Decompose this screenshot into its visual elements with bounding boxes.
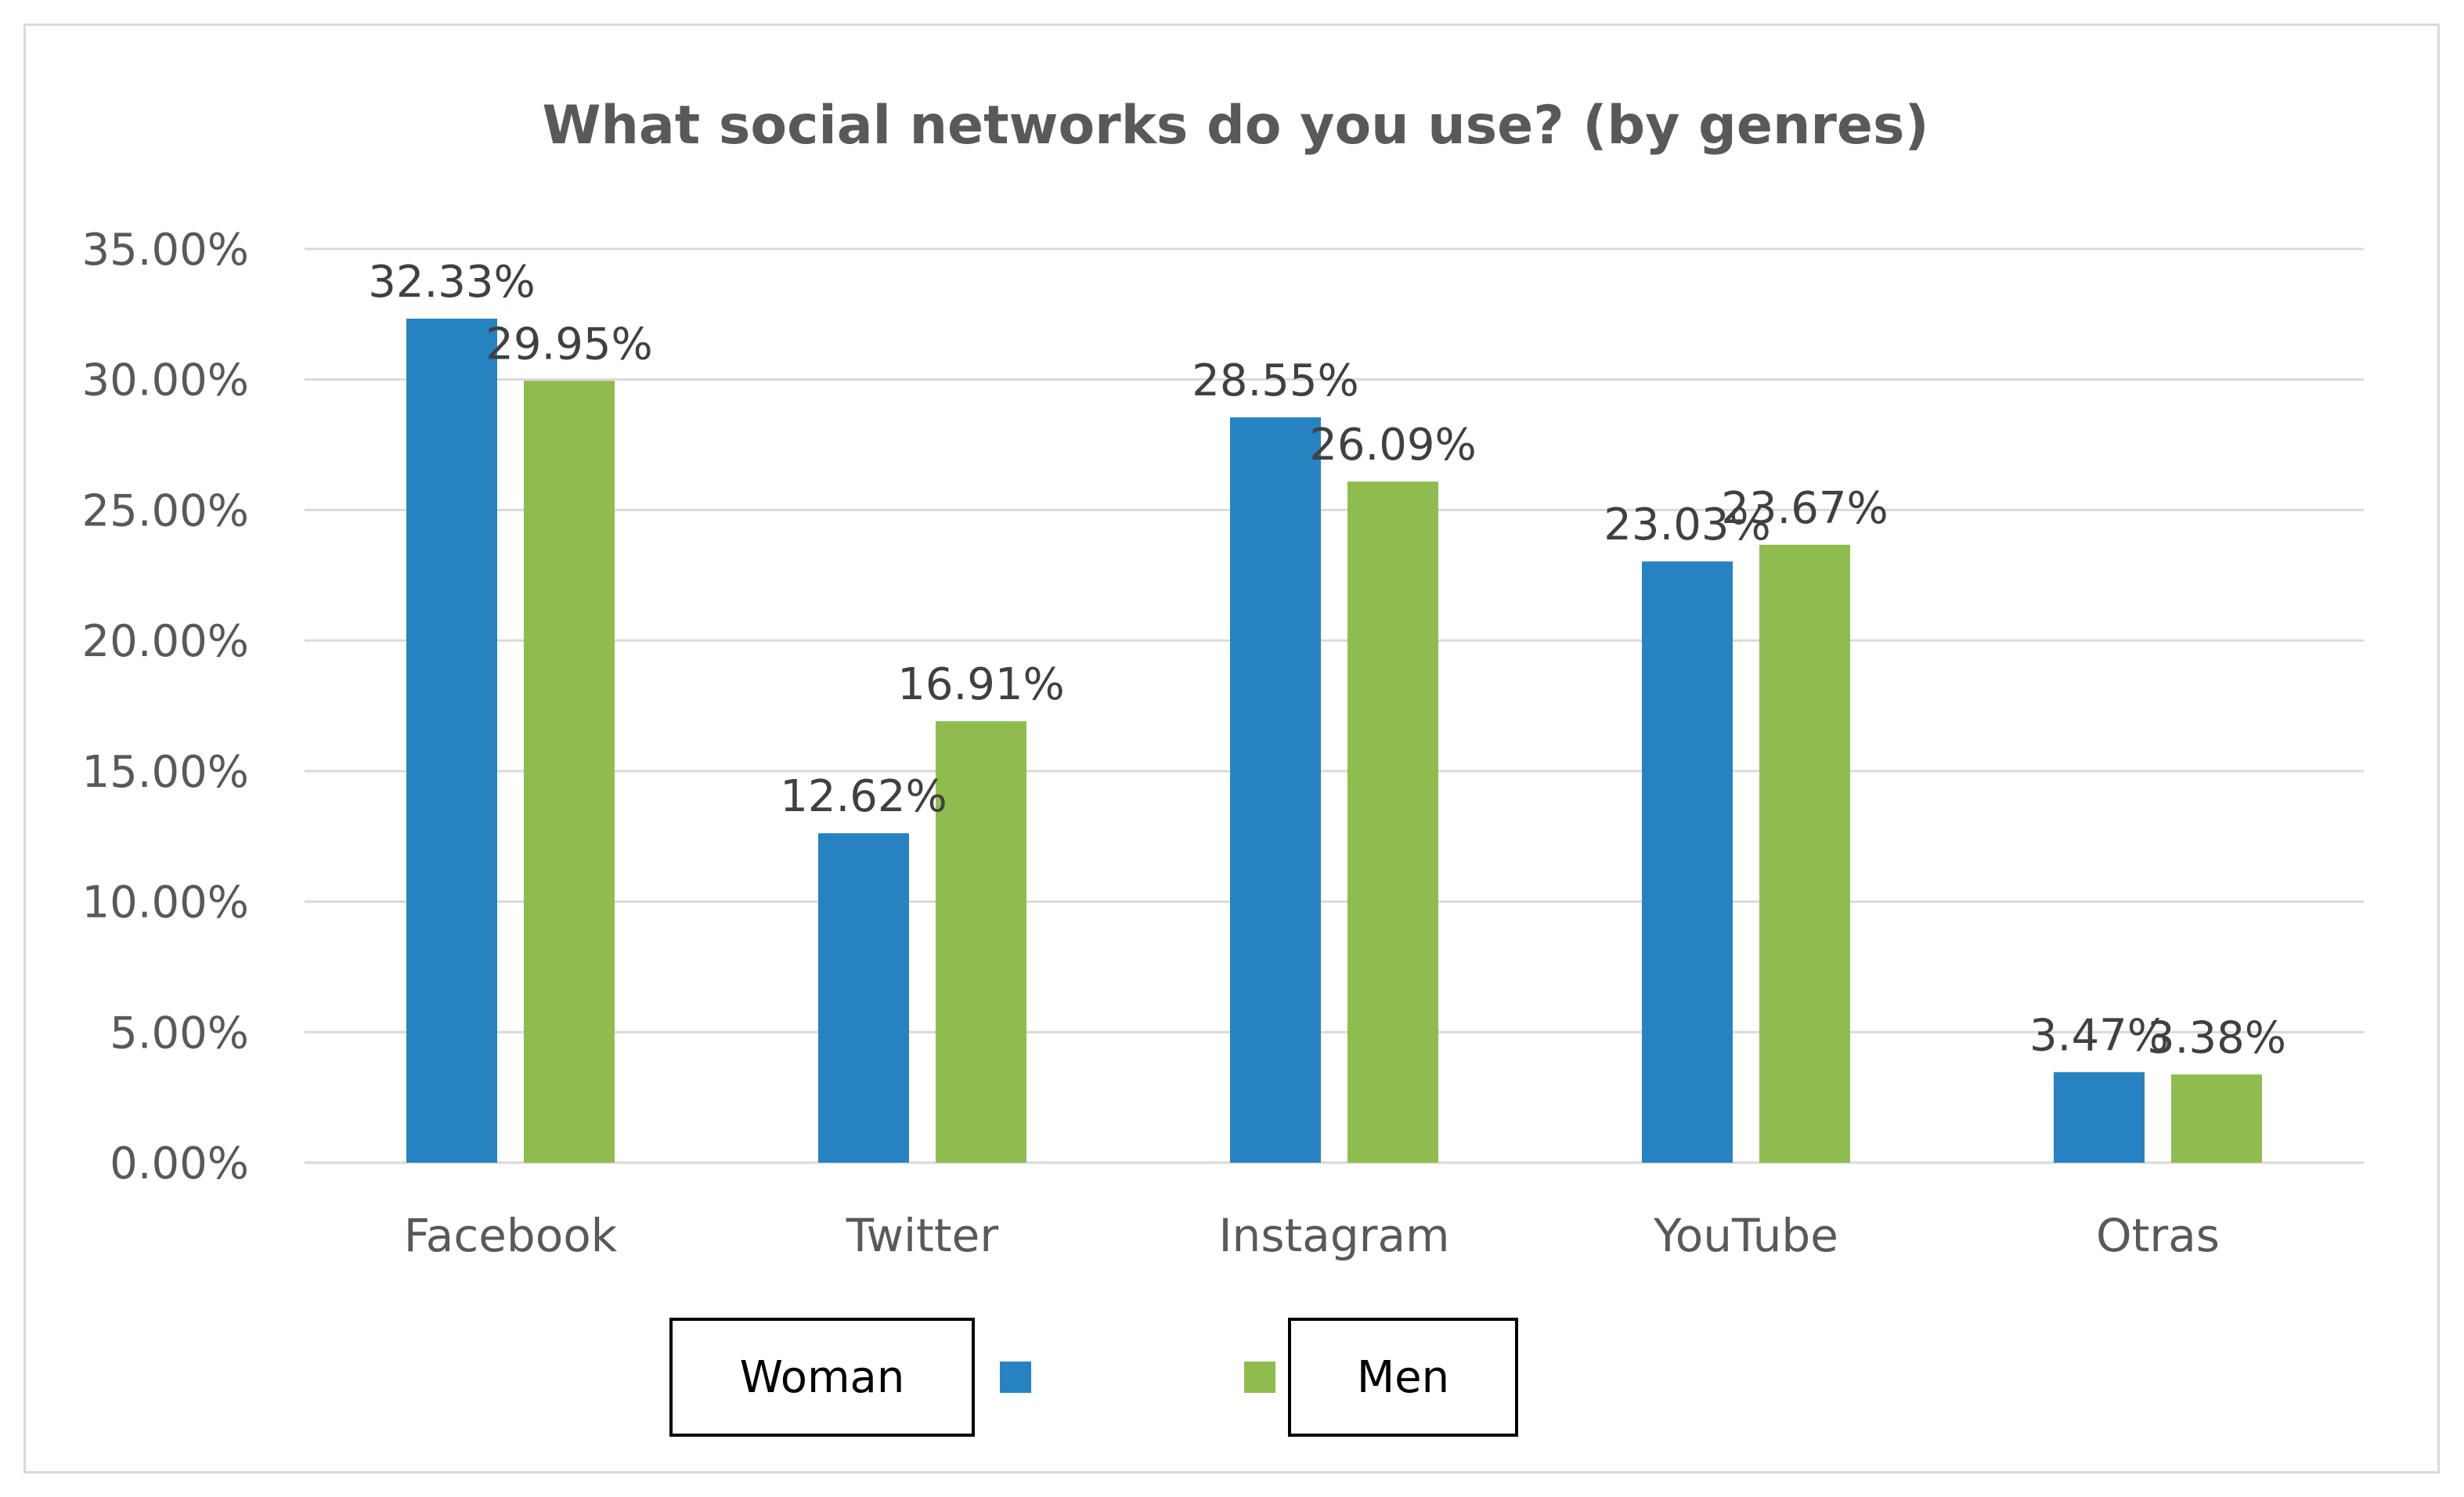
- data-label-woman-twitter: 12.62%: [780, 771, 947, 822]
- bar-men-youtube: [1759, 544, 1850, 1163]
- legend-label-woman: Woman: [739, 1351, 905, 1403]
- data-label-woman-youtube: 23.03%: [1604, 500, 1771, 550]
- bar-men-instagram: [1347, 482, 1438, 1163]
- legend-entry-men: Men: [1288, 1318, 1518, 1437]
- data-label-woman-facebook: 32.33%: [368, 257, 536, 308]
- y-tick-label: 15.00%: [81, 747, 249, 798]
- legend-swatch-men: [1244, 1362, 1275, 1393]
- y-tick-label: 10.00%: [81, 878, 249, 929]
- x-tick-label: Facebook: [404, 1209, 618, 1262]
- data-labels: 32.33% 29.95% 12.62% 16.91% 28.55% 26.09% 23.0…: [368, 257, 2286, 1063]
- y-tick-label: 5.00%: [110, 1008, 249, 1059]
- legend-entry-woman: Woman: [669, 1318, 975, 1437]
- bar-woman-youtube: [1642, 561, 1733, 1163]
- y-tick-label: 35.00%: [81, 225, 249, 276]
- bar-men-otras: [2171, 1074, 2262, 1163]
- data-label-men-twitter: 16.91%: [897, 659, 1065, 710]
- x-tick-label: YouTube: [1653, 1209, 1838, 1262]
- x-tick-label: Otras: [2096, 1209, 2220, 1262]
- data-label-men-youtube: 23.67%: [1721, 483, 1889, 534]
- x-tick-label: Instagram: [1218, 1209, 1449, 1262]
- data-label-men-facebook: 29.95%: [485, 319, 653, 370]
- data-label-woman-otras: 3.47%: [2029, 1010, 2169, 1061]
- bar-woman-otras: [2054, 1072, 2145, 1163]
- data-label-woman-instagram: 28.55%: [1192, 355, 1359, 406]
- y-axis-ticks: 0.00% 5.00% 10.00% 15.00% 20.00% 25.00% 30.00%…: [81, 225, 249, 1189]
- bar-woman-twitter: [818, 833, 909, 1163]
- legend-swatch-woman: [1000, 1362, 1031, 1393]
- y-tick-label: 20.00%: [81, 616, 249, 667]
- y-tick-label: 30.00%: [81, 355, 249, 406]
- bar-men-facebook: [524, 381, 615, 1163]
- gridlines: [305, 247, 2364, 1164]
- bar-chart: What social networks do you use? (by gen…: [81, 95, 2364, 1262]
- data-label-men-instagram: 26.09%: [1309, 420, 1477, 471]
- y-tick-label: 0.00%: [110, 1138, 249, 1189]
- chart-title: What social networks do you use? (by gen…: [542, 95, 1928, 157]
- y-tick-label: 25.00%: [81, 485, 249, 536]
- x-tick-label: Twitter: [846, 1209, 999, 1262]
- bar-men-twitter: [936, 721, 1026, 1163]
- data-label-men-otras: 3.38%: [2147, 1012, 2286, 1063]
- bars: [406, 319, 2262, 1163]
- x-axis-ticks: Facebook Twitter Instagram YouTube Otras: [404, 1209, 2220, 1262]
- chart-frame: What social networks do you use? (by gen…: [23, 23, 2440, 1474]
- legend-label-men: Men: [1356, 1351, 1450, 1403]
- bar-woman-instagram: [1230, 417, 1321, 1163]
- bar-woman-facebook: [406, 319, 497, 1163]
